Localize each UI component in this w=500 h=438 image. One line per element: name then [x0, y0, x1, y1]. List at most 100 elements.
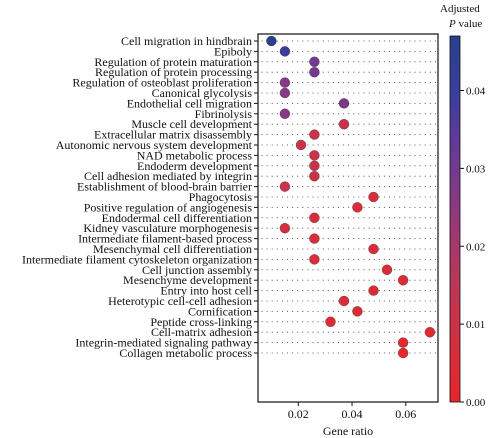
grid-dot	[286, 269, 289, 271]
grid-dot	[302, 186, 304, 188]
grid-dot	[414, 352, 416, 354]
grid-dot	[378, 300, 380, 302]
grid-dot	[312, 227, 314, 229]
grid-dot	[307, 258, 309, 260]
grid-dot	[434, 154, 436, 156]
grid-dot	[394, 165, 396, 167]
grid-dot	[261, 61, 263, 63]
grid-dot	[322, 300, 324, 302]
grid-dot	[353, 342, 355, 344]
grid-dot	[266, 248, 268, 250]
grid-dot	[332, 165, 334, 167]
grid-dot	[332, 50, 334, 52]
grid-dot	[312, 40, 314, 42]
grid-dot	[368, 269, 370, 271]
y-tick-label: Establishment of blood-brain barrier	[77, 180, 252, 194]
grid-dot	[434, 165, 436, 167]
grid-dot	[297, 331, 299, 333]
grid-dot	[399, 269, 401, 271]
grid-dot	[302, 154, 304, 156]
grid-dot	[261, 310, 263, 312]
grid-dot	[337, 279, 340, 281]
grid-dot	[424, 113, 426, 115]
grid-dot	[322, 175, 324, 177]
y-tick-label: Endoderm development	[137, 159, 253, 173]
grid-dot	[302, 61, 304, 63]
grid-dot	[322, 134, 324, 136]
grid-dot	[383, 92, 385, 94]
grid-dots	[261, 40, 436, 354]
grid-dot	[353, 196, 355, 198]
grid-dot	[292, 113, 294, 115]
grid-dot	[302, 134, 304, 136]
grid-dot	[276, 165, 278, 167]
grid-dot	[419, 165, 421, 167]
grid-dot	[358, 144, 360, 146]
grid-dot	[337, 40, 340, 42]
grid-dot	[297, 134, 299, 136]
grid-dot	[394, 217, 396, 219]
grid-dot	[327, 331, 329, 333]
grid-dot	[419, 300, 421, 302]
grid-dot	[343, 165, 345, 167]
grid-dot	[414, 144, 416, 146]
grid-dot	[322, 227, 324, 229]
grid-dot	[281, 144, 283, 146]
grid-dot	[368, 82, 370, 84]
grid-dot	[378, 175, 380, 177]
grid-dot	[378, 269, 380, 271]
data-point	[279, 223, 291, 234]
colorbar-tick-label: 0.04	[466, 86, 486, 98]
grid-dot	[276, 50, 278, 52]
grid-dot	[348, 71, 350, 73]
grid-dot	[297, 258, 299, 260]
grid-dot	[358, 50, 360, 52]
grid-dot	[399, 40, 401, 42]
grid-dot	[312, 123, 314, 125]
grid-dot	[292, 258, 294, 260]
grid-dot	[353, 113, 355, 115]
grid-dot	[327, 342, 329, 344]
x-tick-label: 0.04	[342, 407, 363, 421]
grid-dot	[414, 154, 416, 156]
grid-dot	[388, 196, 391, 198]
grid-dot	[297, 321, 299, 323]
grid-dot	[261, 40, 263, 42]
grid-dot	[363, 134, 365, 136]
grid-dot	[414, 50, 416, 52]
y-tick-label: Regulation of protein maturation	[94, 55, 252, 69]
grid-dot	[266, 154, 268, 156]
grid-dot	[261, 123, 263, 125]
grid-dot	[414, 40, 416, 42]
grid-dot	[363, 300, 365, 302]
grid-dot	[429, 227, 431, 229]
grid-dot	[337, 227, 340, 229]
grid-dot	[424, 165, 426, 167]
grid-dot	[399, 154, 401, 156]
grid-dot	[286, 342, 289, 344]
grid-dot	[307, 279, 309, 281]
grid-dot	[261, 186, 263, 188]
grid-dot	[358, 238, 360, 240]
data-point	[279, 77, 291, 88]
grid-dot	[429, 175, 431, 177]
grid-dot	[286, 154, 289, 156]
grid-dot	[429, 50, 431, 52]
grid-dot	[297, 165, 299, 167]
grid-dot	[281, 321, 283, 323]
data-point	[295, 139, 307, 151]
grid-dot	[307, 217, 309, 219]
grid-dot	[419, 196, 421, 198]
grid-dot	[373, 82, 375, 84]
grid-dot	[266, 113, 268, 115]
grid-dot	[286, 300, 289, 302]
grid-dot	[429, 102, 431, 104]
grid-dot	[404, 238, 406, 240]
grid-dot	[429, 61, 431, 63]
grid-dot	[434, 342, 436, 344]
grid-dot	[353, 248, 355, 250]
grid-dot	[302, 71, 304, 73]
grid-dot	[317, 269, 319, 271]
grid-dot	[414, 134, 416, 136]
grid-dot	[419, 50, 421, 52]
